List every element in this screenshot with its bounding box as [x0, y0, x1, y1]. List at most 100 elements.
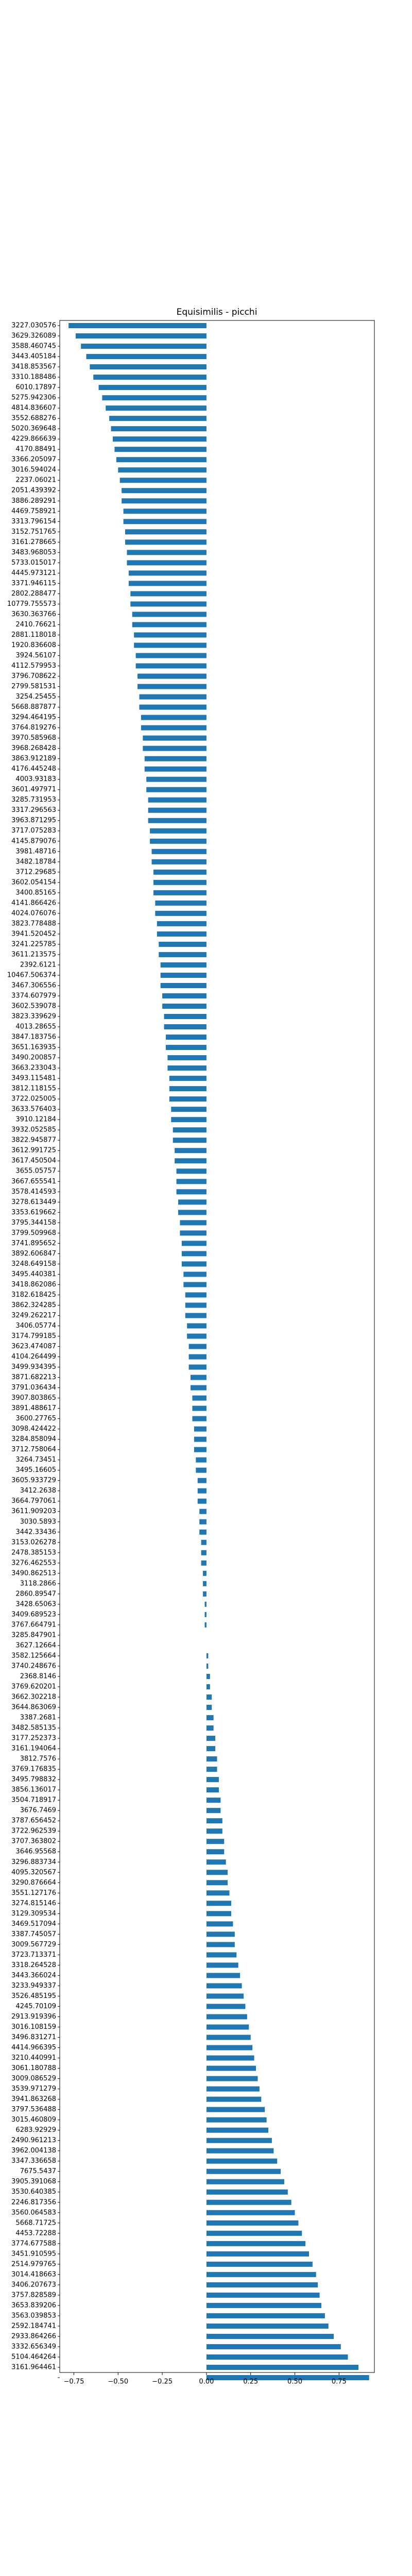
x-tick-label: 0.25 — [243, 2378, 258, 2386]
y-tick-label: 3602.539078 — [11, 1003, 56, 1010]
bar — [187, 1323, 207, 1329]
y-tick-label: 3177.252373 — [11, 1735, 56, 1742]
y-tick-label: 3016.594024 — [11, 466, 56, 474]
bar — [206, 1787, 219, 1793]
y-tick-label: 3646.95568 — [15, 1848, 56, 1856]
bar — [199, 1519, 207, 1524]
bar — [98, 385, 207, 391]
y-tick-label: 3886.289291 — [11, 497, 56, 505]
bar — [153, 879, 207, 885]
bar — [171, 1107, 207, 1112]
y-tick-label: 3662.302218 — [11, 1693, 56, 1701]
y-tick-label: 3274.815146 — [11, 1900, 56, 1907]
y-tick-label: 3490.200857 — [11, 1054, 56, 1062]
bar — [206, 1890, 230, 1896]
y-tick-label: 3723.713371 — [11, 1951, 56, 1959]
y-tick-label: 3968.268428 — [11, 744, 56, 752]
y-tick-label: 3443.405184 — [11, 353, 56, 361]
y-tick-label: 3633.576403 — [11, 1106, 56, 1113]
y-tick-label: 3653.839206 — [11, 2301, 56, 2309]
bar — [188, 1344, 207, 1349]
bar — [130, 601, 207, 607]
y-tick-label: 2933.864266 — [11, 2332, 56, 2340]
bar — [206, 1983, 242, 1989]
bar — [206, 1818, 222, 1824]
y-tick-label: 3787.656452 — [11, 1817, 56, 1825]
y-tick-label: 3791.036434 — [11, 1384, 56, 1392]
bar — [196, 1467, 207, 1473]
y-tick-label: 3030.5893 — [20, 1518, 56, 1526]
y-tick-label: 4104.264499 — [11, 1353, 56, 1361]
bar — [206, 2107, 265, 2112]
bar — [181, 1261, 207, 1267]
bar — [181, 1251, 207, 1257]
x-tick-label: 0.75 — [332, 2378, 347, 2386]
y-tick-label: 3387.745057 — [11, 1930, 56, 1938]
y-tick-label: 3284.858094 — [11, 1435, 56, 1443]
y-tick-label: 3871.682213 — [11, 1374, 56, 1381]
y-tick-label: 3667.655541 — [11, 1178, 56, 1185]
bar — [135, 653, 207, 658]
y-tick-label: 3015.460809 — [11, 2116, 56, 2124]
bar — [176, 1168, 207, 1174]
y-tick-label: 3530.640385 — [11, 2188, 56, 2196]
y-tick-label: 3118.2866 — [20, 1580, 56, 1587]
bar — [206, 2004, 246, 2009]
bar — [206, 1767, 217, 1772]
y-tick-label: 3310.188486 — [11, 374, 56, 381]
y-tick-label: 3741.895652 — [11, 1240, 56, 1247]
bar — [206, 1911, 231, 1917]
bar — [164, 1014, 207, 1020]
bar — [141, 725, 207, 731]
bar — [132, 612, 207, 617]
y-tick-label: 4245.70109 — [15, 2003, 56, 2010]
y-tick-label: 3600.27765 — [15, 1415, 56, 1422]
y-tick-label: 3627.12664 — [15, 1641, 56, 1649]
bar — [201, 1550, 207, 1555]
y-tick-label: 3862.324285 — [11, 1301, 56, 1309]
bar — [123, 509, 207, 514]
y-tick-label: 3482.585135 — [11, 1724, 56, 1732]
y-tick-label: 3526.485195 — [11, 1992, 56, 2000]
bar — [111, 426, 207, 432]
y-tick-label: 3496.831271 — [11, 2033, 56, 2041]
bar — [185, 1292, 207, 1298]
bar — [169, 1086, 207, 1092]
bar — [206, 2302, 322, 2308]
bar — [139, 704, 207, 710]
y-tick-label: 3248.649158 — [11, 1260, 56, 1268]
y-tick-label: 3795.344158 — [11, 1219, 56, 1227]
y-tick-label: 3588.460745 — [11, 343, 56, 350]
x-tick-label: −0.50 — [108, 2378, 128, 2386]
bar — [162, 1003, 207, 1009]
y-tick-label: 3483.968053 — [11, 549, 56, 556]
bar — [165, 1035, 207, 1040]
y-tick-label: 3863.912189 — [11, 755, 56, 762]
y-tick-label: 4013.28655 — [15, 1023, 56, 1031]
bar — [206, 1663, 209, 1669]
x-tick-label: −0.25 — [152, 2378, 173, 2386]
bar — [159, 952, 207, 957]
y-tick-label: 4445.973121 — [11, 569, 56, 577]
y-tick-label: 3504.718917 — [11, 1797, 56, 1804]
y-tick-label: 3962.004138 — [11, 2147, 56, 2155]
bar — [201, 1539, 207, 1545]
y-tick-label: 3495.798832 — [11, 1776, 56, 1784]
y-tick-label: 3605.933729 — [11, 1477, 56, 1484]
y-tick-label: 3412.2638 — [20, 1487, 56, 1495]
bar — [206, 1993, 244, 1999]
y-tick-label: 2410.76621 — [15, 621, 56, 629]
y-tick-label: 2392.6121 — [20, 961, 56, 969]
bar — [206, 2138, 272, 2143]
bar — [128, 570, 207, 576]
y-tick-label: 3495.440381 — [11, 1270, 56, 1278]
y-tick-label: 3161.278665 — [11, 538, 56, 546]
y-tick-label: 3347.336658 — [11, 2157, 56, 2165]
y-tick-label: 5668.887877 — [11, 703, 56, 711]
bar — [160, 982, 207, 988]
y-tick-label: 2514.979765 — [11, 2260, 56, 2268]
y-tick-label: 3249.262217 — [11, 1312, 56, 1319]
bar — [143, 745, 207, 751]
plot-frame — [59, 320, 375, 2373]
bar — [138, 684, 207, 689]
